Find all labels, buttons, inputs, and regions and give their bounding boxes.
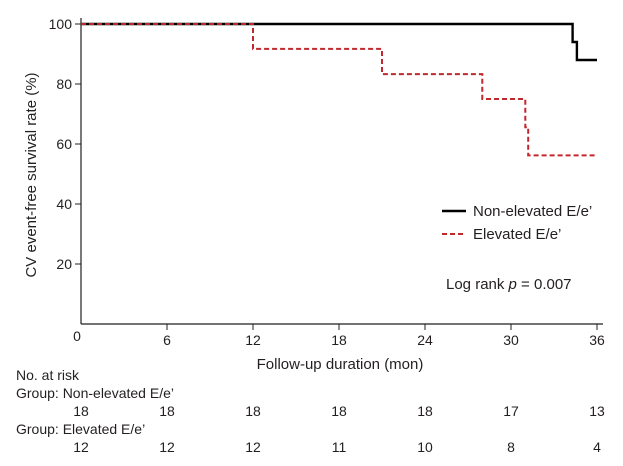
risk-count: 11 (331, 439, 347, 455)
risk-count: 18 (159, 403, 175, 419)
risk-count: 8 (507, 439, 515, 455)
y-tick-label: 0 (73, 328, 81, 344)
x-tick-label: 24 (417, 332, 433, 348)
y-tick-label: 60 (56, 136, 72, 152)
log-rank-prefix: Log rank (446, 276, 509, 293)
legend-label: Elevated E/e’ (473, 226, 561, 243)
log-rank-p: p (508, 276, 517, 293)
risk-count: 18 (417, 403, 433, 419)
y-tick-label: 100 (49, 16, 73, 32)
series-elevated-line (81, 23, 597, 157)
x-axis-ticks: 6 12 18 24 30 36 (163, 324, 605, 348)
risk-group-label: Group: Non-elevated E/e’ (16, 385, 174, 401)
x-tick-label: 18 (331, 332, 347, 348)
series-layer (81, 22, 597, 157)
risk-count: 18 (245, 403, 261, 419)
risk-count: 18 (331, 403, 347, 419)
y-tick-label: 80 (56, 76, 72, 92)
risk-count: 13 (589, 403, 605, 419)
y-axis-ticks: 0 20 40 60 80 100 (49, 16, 81, 344)
legend-label: Non-elevated E/e’ (473, 203, 592, 220)
y-axis-label: CV event-free survival rate (%) (23, 72, 40, 277)
x-tick-label: 12 (245, 332, 261, 348)
plot-frame (80, 18, 603, 325)
risk-count: 18 (73, 403, 89, 419)
risk-table-title: No. at risk (16, 367, 80, 383)
x-axis-label: Follow-up duration (mon) (257, 356, 424, 373)
risk-count: 12 (73, 439, 89, 455)
series-non-elevated-line (81, 22, 597, 62)
x-tick-label: 30 (503, 332, 519, 348)
log-rank-annotation: Log rank p = 0.007 (446, 276, 572, 293)
log-rank-value: = 0.007 (517, 276, 572, 293)
y-tick-label: 40 (56, 196, 72, 212)
risk-count: 12 (159, 439, 175, 455)
x-tick-label: 36 (589, 332, 605, 348)
risk-count: 17 (503, 403, 519, 419)
y-tick-label: 20 (56, 256, 72, 272)
x-tick-label: 6 (163, 332, 171, 348)
legend: Non-elevated E/e’ Elevated E/e’ (442, 203, 592, 243)
risk-group-label: Group: Elevated E/e’ (16, 421, 146, 437)
risk-count: 10 (417, 439, 433, 455)
risk-count: 12 (245, 439, 261, 455)
risk-count: 4 (593, 439, 601, 455)
